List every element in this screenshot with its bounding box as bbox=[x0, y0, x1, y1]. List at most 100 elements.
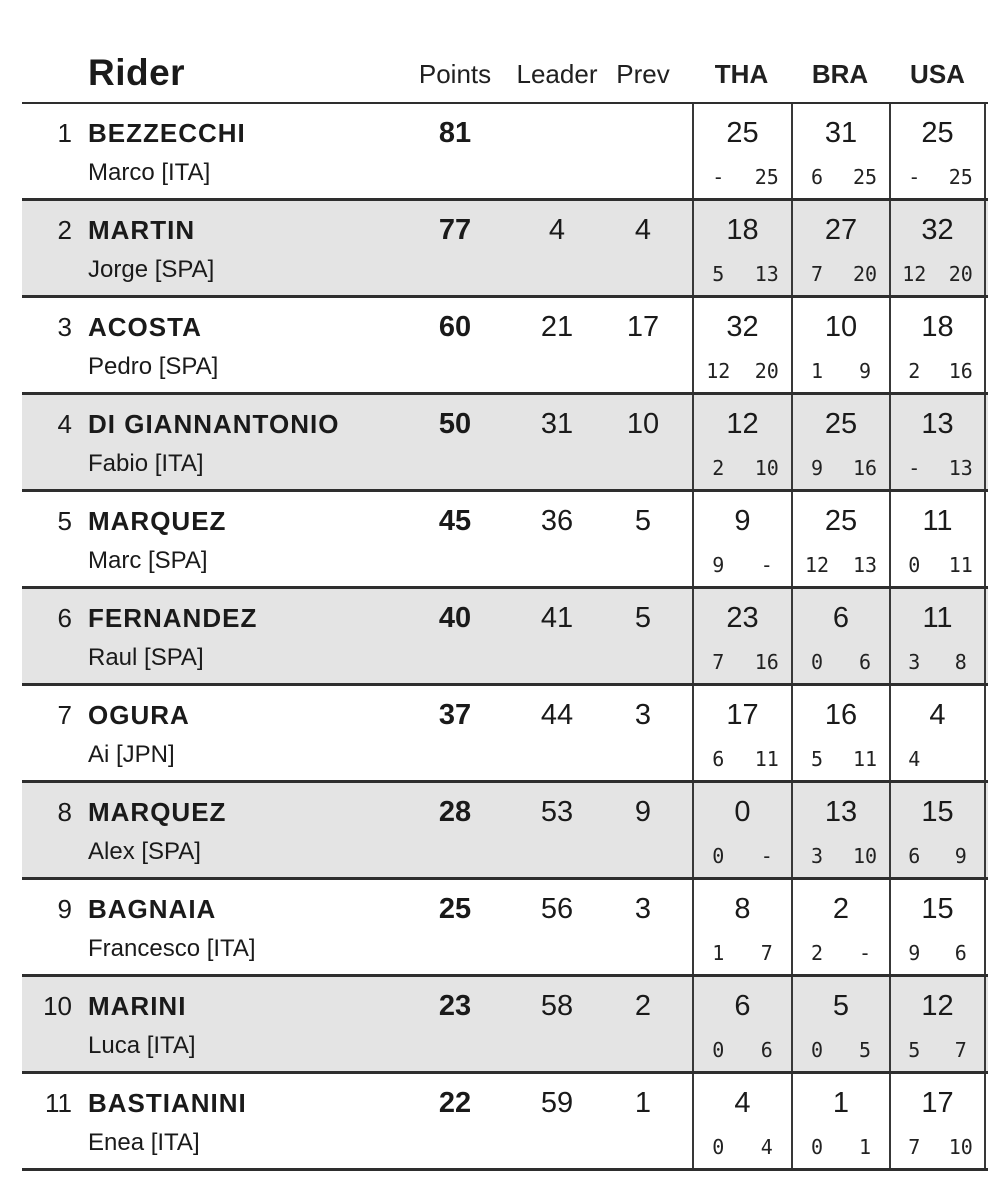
gp-race-points: 11 bbox=[852, 747, 878, 771]
position-cell: 2 bbox=[57, 215, 72, 245]
gp-race-points: 7 bbox=[954, 1038, 967, 1062]
race-sub-points: - 25 bbox=[891, 165, 984, 189]
points-cell: 45 bbox=[438, 505, 472, 537]
rider-surname: ACOSTA bbox=[88, 312, 202, 342]
race-sub-points: 0 11 bbox=[891, 553, 984, 577]
race-sub-points: 6 25 bbox=[793, 165, 889, 189]
sprint-points: 1 bbox=[712, 941, 725, 965]
prev-gap-cell: 3 bbox=[634, 699, 652, 731]
sprint-points: 12 bbox=[804, 553, 830, 577]
gp-race-points: - bbox=[760, 553, 773, 577]
points-cell: 81 bbox=[438, 117, 472, 149]
gp-race-points: 25 bbox=[948, 165, 973, 189]
gp-race-points: 5 bbox=[858, 1038, 872, 1062]
points-column-header: Points bbox=[418, 59, 492, 89]
sprint-points: - bbox=[712, 165, 725, 189]
race-column-header-usa: USA bbox=[910, 59, 965, 89]
race-sub-points: 6 11 bbox=[694, 747, 791, 771]
rider-column-header: Rider bbox=[88, 52, 186, 93]
leader-gap-cell: 56 bbox=[540, 893, 574, 925]
sprint-points: 2 bbox=[908, 359, 921, 383]
race-cell-bra: 5 0 5 bbox=[791, 977, 889, 1071]
gp-race-points: 16 bbox=[948, 359, 973, 383]
race-sub-points: 0 1 bbox=[793, 1135, 889, 1159]
sprint-points: 9 bbox=[908, 941, 921, 965]
race-cell-tha: 4 0 4 bbox=[692, 1074, 791, 1168]
race-sub-points: 12 20 bbox=[891, 262, 984, 286]
rider-surname: MARQUEZ bbox=[88, 506, 227, 536]
race-total-points: 9 bbox=[734, 505, 751, 537]
sprint-points: 5 bbox=[810, 747, 824, 771]
race-column-header-tha: THA bbox=[714, 59, 769, 89]
rider-firstname-nationality: Fabio [ITA] bbox=[88, 450, 204, 477]
race-sub-points: 0 6 bbox=[793, 650, 889, 674]
position-cell: 4 bbox=[57, 409, 72, 439]
gp-race-points: 1 bbox=[858, 1135, 872, 1159]
race-sub-points: 2 16 bbox=[891, 359, 984, 383]
race-sub-points: 7 10 bbox=[891, 1135, 984, 1159]
race-sub-points: 3 10 bbox=[793, 844, 889, 868]
rider-name-cell: BAGNAIA Francesco [ITA] bbox=[88, 889, 256, 966]
race-total-points: 13 bbox=[921, 408, 954, 440]
sprint-points: 6 bbox=[810, 165, 824, 189]
race-total-points: 6 bbox=[734, 990, 751, 1022]
race-sub-points: 7 16 bbox=[694, 650, 791, 674]
leader-gap-cell: 31 bbox=[540, 408, 574, 440]
gp-race-points: 4 bbox=[760, 1135, 773, 1159]
race-total-points: 25 bbox=[921, 117, 954, 149]
race-sub-points: 9 6 bbox=[891, 941, 984, 965]
rider-surname: MARTIN bbox=[88, 215, 196, 245]
gp-race-points: 6 bbox=[954, 941, 967, 965]
race-total-points: 15 bbox=[921, 893, 954, 925]
race-sub-points: - 25 bbox=[694, 165, 791, 189]
race-cell-tha: 18 5 13 bbox=[692, 201, 791, 295]
rider-row: 4 DI GIANNANTONIO Fabio [ITA] 50 31 10 1… bbox=[22, 392, 988, 489]
leader-gap-cell: 44 bbox=[540, 699, 574, 731]
sprint-points: 0 bbox=[810, 650, 824, 674]
table-body: 1 BEZZECCHI Marco [ITA] 81 25 - 25 31 6 … bbox=[22, 104, 988, 1171]
sprint-points: 0 bbox=[712, 844, 725, 868]
race-cell-bra: 31 6 25 bbox=[791, 104, 889, 198]
race-column-header-bra: BRA bbox=[811, 59, 869, 89]
race-total-points: 2 bbox=[832, 893, 850, 925]
rider-firstname-nationality: Raul [SPA] bbox=[88, 644, 204, 671]
race-sub-points: 2 10 bbox=[694, 456, 791, 480]
points-cell: 50 bbox=[438, 408, 472, 440]
leader-gap-cell: 21 bbox=[540, 311, 574, 343]
leader-column-header: Leader bbox=[516, 59, 598, 89]
race-total-points: 18 bbox=[921, 311, 954, 343]
gp-race-points: 8 bbox=[954, 650, 967, 674]
race-sub-points: 12 13 bbox=[793, 553, 889, 577]
rider-firstname-nationality: Marco [ITA] bbox=[88, 159, 211, 186]
race-sub-points: 9 - bbox=[694, 553, 791, 577]
race-total-points: 31 bbox=[824, 117, 858, 149]
points-cell: 22 bbox=[438, 1087, 472, 1119]
prev-gap-cell: 5 bbox=[634, 505, 652, 537]
rider-firstname-nationality: Enea [ITA] bbox=[88, 1129, 200, 1156]
sprint-points: 12 bbox=[902, 262, 927, 286]
rider-surname: DI GIANNANTONIO bbox=[88, 409, 340, 439]
rider-surname: MARQUEZ bbox=[88, 797, 227, 827]
sprint-points: 0 bbox=[810, 1038, 824, 1062]
gp-race-points: 25 bbox=[754, 165, 779, 189]
rider-firstname-nationality: Luca [ITA] bbox=[88, 1032, 196, 1059]
gp-race-points: 10 bbox=[852, 844, 878, 868]
race-sub-points: 9 16 bbox=[793, 456, 889, 480]
rider-firstname-nationality: Alex [SPA] bbox=[88, 838, 201, 865]
rider-firstname-nationality: Ai [JPN] bbox=[88, 741, 175, 768]
race-total-points: 15 bbox=[921, 796, 954, 828]
leader-gap-cell: 58 bbox=[540, 990, 574, 1022]
rider-firstname-nationality: Pedro [SPA] bbox=[88, 353, 219, 380]
prev-gap-cell: 10 bbox=[626, 408, 660, 440]
sprint-points: - bbox=[908, 456, 921, 480]
gp-race-points: 11 bbox=[948, 553, 973, 577]
race-total-points: 25 bbox=[824, 408, 858, 440]
race-total-points: 1 bbox=[832, 1087, 850, 1119]
race-cell-tha: 8 1 7 bbox=[692, 880, 791, 974]
sprint-points: 7 bbox=[712, 650, 725, 674]
points-cell: 40 bbox=[438, 602, 472, 634]
gp-race-points: 16 bbox=[852, 456, 878, 480]
race-cell-bra: 27 7 20 bbox=[791, 201, 889, 295]
race-total-points: 0 bbox=[734, 796, 751, 828]
